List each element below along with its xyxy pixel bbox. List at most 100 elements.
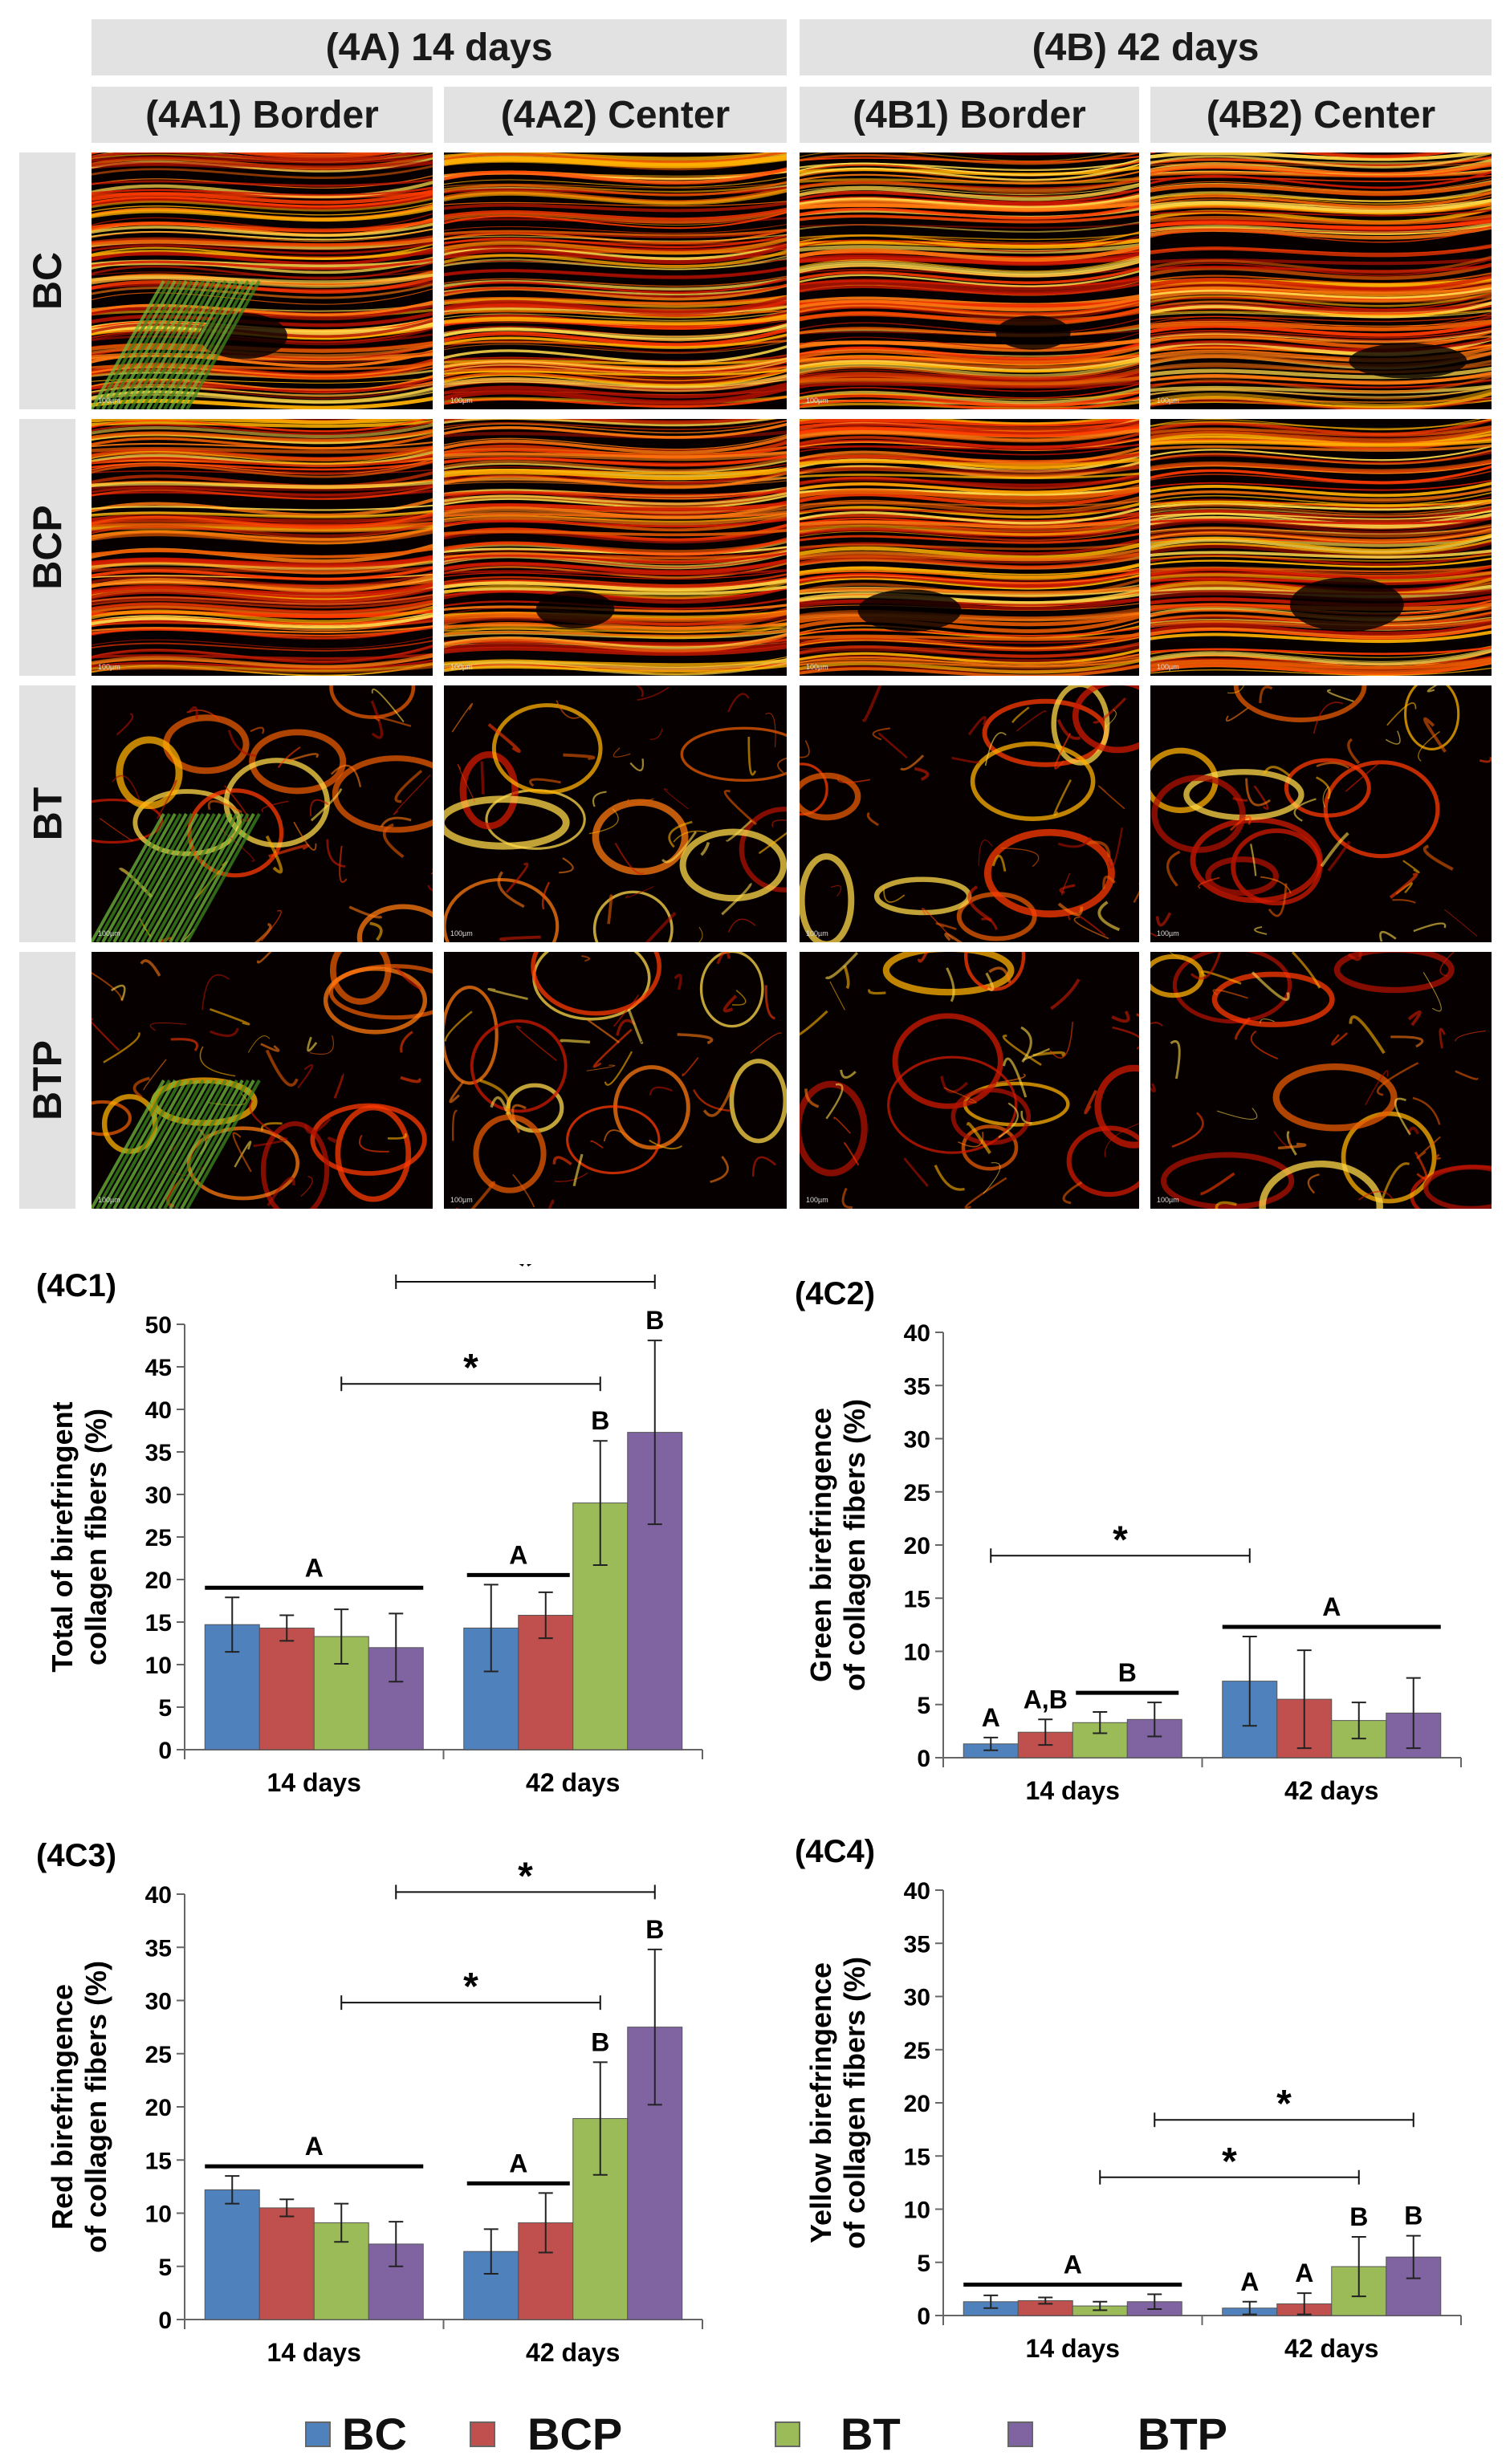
micrograph-bc-1: 100µm <box>92 152 433 409</box>
y-axis-label: Red birefringenceof collagen fibers (%) <box>46 1961 112 2253</box>
header-col-center-42: (4B2) Center <box>1150 87 1492 143</box>
y-tick-label: 0 <box>917 2303 930 2330</box>
row-label-text: BCP <box>25 505 71 590</box>
panel-label: (4C4) <box>795 1834 875 1869</box>
y-tick-label: 40 <box>904 1320 930 1347</box>
significance-letter: B <box>645 1915 664 1944</box>
scale-bar-label: 100µm <box>98 929 120 937</box>
micrograph-bt-1: 100µm <box>92 685 433 942</box>
y-tick-label: 15 <box>904 2144 930 2170</box>
scale-bar-label: 100µm <box>1157 929 1179 937</box>
significance-letter: A <box>982 1703 1000 1732</box>
y-tick-label: 40 <box>145 1397 172 1424</box>
sig-star: * <box>518 1264 533 1287</box>
y-tick-label: 25 <box>904 2038 930 2064</box>
micrograph-bcp-4: 100µm <box>1150 419 1492 676</box>
legend-swatch <box>305 2421 331 2447</box>
y-tick-label: 30 <box>904 1985 930 2011</box>
scale-bar-label: 100µm <box>450 929 473 937</box>
legend-item-bcp: BCP <box>470 2408 622 2460</box>
scale-bar-label: 100µm <box>98 396 120 405</box>
y-tick-label: 20 <box>145 1567 172 1594</box>
sig-star: * <box>1113 1519 1128 1561</box>
legend-item-btp: BTP <box>1007 2408 1227 2460</box>
panel-label: (4C3) <box>36 1838 116 1873</box>
y-tick-label: 10 <box>145 2202 172 2228</box>
micrograph-bcp-3: 100µm <box>800 419 1139 676</box>
y-tick-label: 10 <box>904 1640 930 1666</box>
header-group-42-days: (4B) 42 days <box>800 19 1492 75</box>
significance-letter: A <box>305 2132 324 2161</box>
header-group-14-days: (4A) 14 days <box>92 19 787 75</box>
significance-letter: A <box>509 2149 527 2177</box>
legend: BC BCP BT BTP <box>0 2400 1510 2459</box>
x-tick-label: 14 days <box>1026 2334 1120 2363</box>
y-tick-label: 0 <box>158 1738 172 1764</box>
micrograph-bcp-2: 100µm <box>444 419 787 676</box>
panel-label: (4C1) <box>36 1268 116 1303</box>
bar-bt <box>572 2118 629 2320</box>
row-label-bt: BT <box>19 685 75 942</box>
y-tick-label: 10 <box>145 1653 172 1679</box>
y-tick-label: 40 <box>145 1882 172 1909</box>
y-tick-label: 35 <box>904 1931 930 1958</box>
y-tick-label: 5 <box>158 1695 172 1722</box>
significance-letter: B <box>1404 2202 1422 2230</box>
header-col-border-14: (4A1) Border <box>92 87 433 143</box>
scale-bar-label: 100µm <box>806 663 828 671</box>
chart-4c2: (4C2) Green birefringenceof collagen fibe… <box>795 1276 1462 1805</box>
scale-bar-label: 100µm <box>450 1196 473 1204</box>
micrograph-bt-2: 100µm <box>444 685 787 942</box>
scale-bar-label: 100µm <box>1157 396 1179 405</box>
legend-label: BC <box>342 2409 407 2459</box>
significance-letter: A <box>1240 2267 1259 2296</box>
chart-4c3: (4C3) Red birefringenceof collagen fibers… <box>36 1838 703 2367</box>
y-tick-label: 15 <box>904 1586 930 1612</box>
scale-bar-label: 100µm <box>98 1196 120 1204</box>
x-tick-label: 42 days <box>1284 2334 1378 2363</box>
row-label-btp: BTP <box>19 952 75 1209</box>
y-tick-label: 40 <box>904 1878 930 1905</box>
y-tick-label: 25 <box>904 1480 930 1506</box>
bar-bcp <box>258 2207 315 2320</box>
x-tick-label: 42 days <box>526 1768 620 1797</box>
y-tick-label: 35 <box>145 1440 172 1466</box>
x-tick-label: 14 days <box>267 1768 361 1797</box>
y-tick-label: 5 <box>917 1693 930 1719</box>
sig-star: * <box>463 1966 478 2008</box>
scale-bar-label: 100µm <box>98 663 120 671</box>
y-tick-label: 5 <box>158 2255 172 2281</box>
legend-swatch <box>1007 2421 1033 2447</box>
row-label-bcp: BCP <box>19 419 75 676</box>
sig-star: * <box>1276 2083 1292 2125</box>
legend-swatch <box>470 2421 495 2447</box>
chart-4c1: (4C1) Total of birefringentcollagen fiber… <box>36 1264 703 1797</box>
micrograph-bt-4: 100µm <box>1150 685 1492 942</box>
panel-label: (4C2) <box>795 1276 875 1311</box>
scale-bar-label: 100µm <box>450 396 473 405</box>
y-tick-label: 15 <box>145 1610 172 1637</box>
legend-label: BTP <box>1138 2409 1227 2459</box>
sig-star: * <box>518 1855 533 1897</box>
row-label-text: BTP <box>25 1040 70 1120</box>
sig-star: * <box>463 1347 478 1389</box>
scale-bar-label: 100µm <box>806 396 828 405</box>
micrograph-btp-4: 100µm <box>1150 952 1492 1209</box>
y-tick-label: 20 <box>145 2095 172 2121</box>
x-tick-label: 42 days <box>1284 1776 1378 1805</box>
micrograph-bc-4: 100µm <box>1150 152 1492 409</box>
significance-letter: B <box>591 2027 609 2056</box>
micrograph-btp-2: 100µm <box>444 952 787 1209</box>
y-tick-label: 20 <box>904 1533 930 1559</box>
header-col-center-14: (4A2) Center <box>444 87 787 143</box>
y-tick-label: 50 <box>145 1312 172 1339</box>
row-label-text: BC <box>25 251 70 311</box>
y-tick-label: 45 <box>145 1355 172 1381</box>
micrograph-btp-1: 100µm <box>92 952 433 1209</box>
micrograph-btp-3: 100µm <box>800 952 1139 1209</box>
micrograph-bt-3: 100µm <box>800 685 1139 942</box>
significance-letter: B <box>591 1406 609 1435</box>
y-tick-label: 25 <box>145 1525 172 1551</box>
chart-4c4: (4C4) Yellow birefringenceof collagen fib… <box>795 1834 1462 2363</box>
legend-item-bc: BC <box>305 2408 407 2460</box>
